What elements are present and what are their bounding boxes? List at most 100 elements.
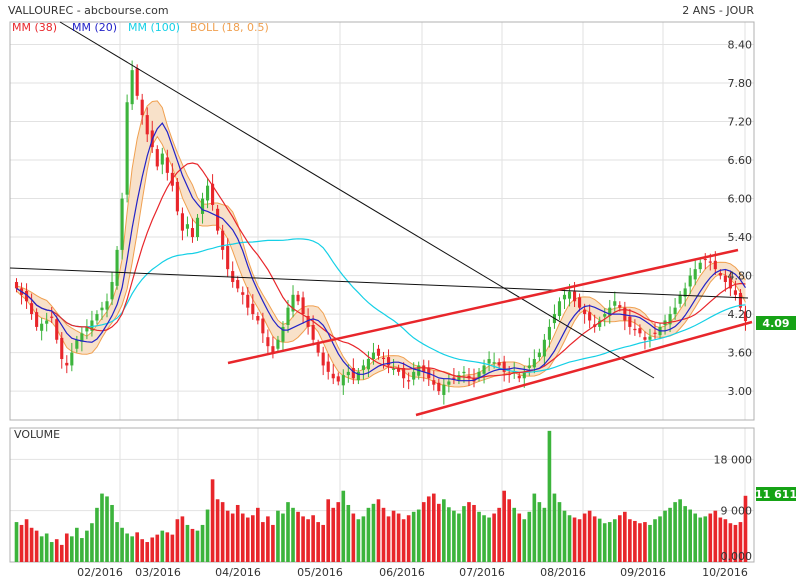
volume-bar: [557, 502, 562, 562]
candle-body: [713, 260, 717, 270]
candle-body: [743, 311, 748, 322]
volume-bar: [688, 509, 692, 562]
x-tick-label: 10/2016: [702, 566, 748, 579]
candle-body: [492, 362, 496, 364]
candle-body: [216, 208, 220, 231]
volume-bar: [59, 544, 64, 562]
last-price-label: 4.09: [762, 317, 789, 330]
candle-body: [688, 275, 692, 287]
candle-body: [693, 269, 697, 280]
volume-bar: [743, 495, 748, 562]
volume-bar: [24, 519, 29, 562]
candle-body: [80, 333, 84, 342]
volume-bar: [175, 519, 180, 562]
x-tick-label: 06/2016: [379, 566, 425, 579]
volume-bar: [507, 499, 512, 562]
volume-bar: [713, 510, 718, 562]
candle-body: [678, 294, 682, 304]
volume-bar: [276, 510, 280, 562]
candle-body: [200, 198, 205, 214]
volume-bar: [356, 519, 361, 562]
volume-bar: [155, 534, 160, 562]
volume-bar: [552, 493, 557, 562]
candle-body: [683, 288, 687, 297]
volume-bar: [723, 519, 728, 562]
candle-body: [145, 115, 149, 135]
volume-bar: [120, 527, 124, 562]
volume-bar: [437, 503, 441, 562]
volume-bar: [562, 510, 567, 562]
candle-body: [236, 280, 240, 289]
volume-bar: [703, 516, 708, 562]
volume-bar: [587, 510, 592, 562]
candle-body: [351, 368, 355, 379]
candle-body: [442, 384, 446, 395]
last-volume-label: 11 611: [755, 488, 797, 501]
volume-bar: [572, 517, 577, 562]
volume-bar: [286, 502, 290, 562]
y-tick-label: 6.60: [728, 154, 753, 167]
volume-bar: [165, 532, 170, 562]
candle-body: [346, 371, 350, 376]
y-tick-label: 7.20: [728, 116, 753, 129]
candle-body: [115, 249, 119, 286]
candle-body: [608, 307, 612, 317]
candle-body: [256, 316, 260, 321]
volume-bar: [150, 537, 155, 562]
trend-lines: [9, 21, 753, 417]
volume-bar: [90, 523, 94, 562]
candle-body: [643, 337, 647, 340]
volume-bar: [396, 513, 401, 562]
volume-bar: [250, 515, 255, 562]
candle-body: [120, 198, 124, 250]
volume-bar: [256, 507, 260, 562]
candle-body: [70, 352, 74, 366]
volume-bar: [673, 502, 677, 562]
volume-bar: [477, 511, 481, 562]
volume-bar: [683, 506, 687, 562]
volume-bar: [472, 504, 476, 562]
candle-body: [371, 352, 376, 360]
candle-body: [603, 314, 607, 317]
candle-body: [276, 339, 280, 349]
y-tick-label: 6.00: [728, 193, 753, 206]
volume-bar: [693, 513, 698, 562]
candle-body: [221, 230, 225, 250]
volume-bar: [728, 523, 733, 562]
volume-bar: [185, 524, 190, 562]
candle-body: [633, 328, 637, 331]
volume-bar: [663, 510, 667, 562]
candle-body: [341, 375, 345, 386]
volume-bar: [85, 530, 89, 562]
candle-body: [301, 297, 305, 315]
volume-bar: [512, 507, 517, 562]
candle-body: [613, 301, 617, 306]
volume-bar: [381, 507, 386, 562]
volume-bar: [577, 519, 582, 562]
volume-bars: [14, 430, 748, 562]
volume-bar: [708, 513, 713, 562]
mm38-line: [16, 162, 746, 379]
candle-body: [648, 336, 652, 340]
candle-body: [55, 319, 59, 340]
volume-bar: [492, 513, 496, 562]
volume-bar: [110, 504, 114, 562]
candle-body: [572, 291, 577, 302]
volume-tick-label: 0.000: [721, 550, 753, 563]
volume-bar: [467, 502, 471, 562]
candle-body: [588, 312, 592, 321]
volume-bar: [29, 527, 34, 562]
axis-tick-labels: 02/2016 03/2016 04/2016 05/2016 06/2016 07/20…: [77, 38, 752, 579]
volume-bar: [361, 516, 366, 562]
volume-bar: [623, 511, 627, 562]
volume-bar: [351, 513, 356, 562]
volume-bar: [633, 520, 637, 562]
candle-body: [160, 153, 164, 165]
candle-body: [381, 357, 386, 360]
volume-bar: [180, 516, 185, 562]
candle-body: [226, 246, 230, 270]
volume-bar: [331, 507, 336, 562]
volume-bar: [537, 502, 542, 562]
candle-body: [211, 183, 215, 205]
